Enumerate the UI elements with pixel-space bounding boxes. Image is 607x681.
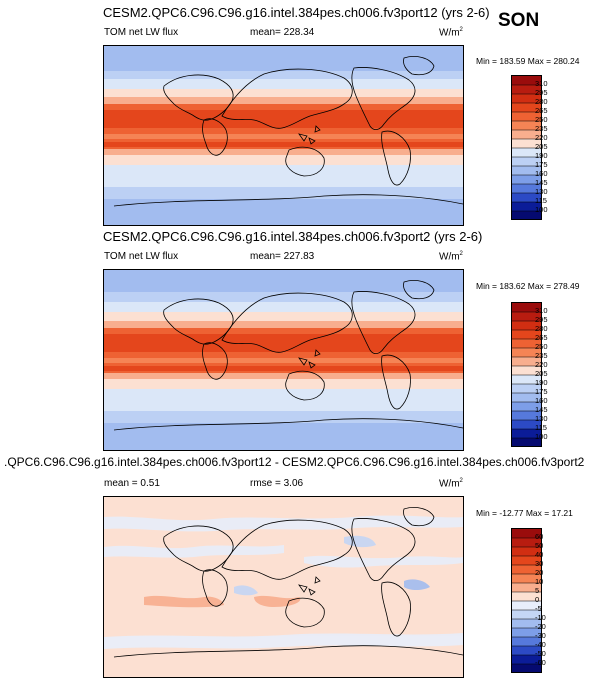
- cb2-label: 145: [535, 405, 548, 414]
- panel1-title: CESM2.QPC6.C96.C96.g16.intel.384pes.ch00…: [103, 5, 490, 20]
- panel3-title: .QPC6.C96.C96.g16.intel.384pes.ch006.fv3…: [4, 455, 585, 469]
- cb1-label: 205: [535, 142, 548, 151]
- cb3-label: -20: [535, 622, 546, 631]
- cb1-label: 250: [535, 115, 548, 124]
- panel3-rmse: rmse = 3.06: [250, 478, 304, 489]
- cb3-label: 20: [535, 568, 544, 577]
- cb1-label: 115: [535, 196, 547, 205]
- panel1-map: [103, 45, 464, 226]
- cb1-label: 280: [535, 97, 548, 106]
- cb2-label: 130: [535, 414, 548, 423]
- panel2-colorbar: [511, 302, 542, 447]
- cb3-label: 5: [535, 586, 540, 595]
- cb3-label: -5: [535, 604, 542, 613]
- cb2-label: 310: [535, 306, 548, 315]
- cb3-label: -50: [535, 649, 546, 658]
- cb2-label: 295: [535, 315, 548, 324]
- cb1-label: 295: [535, 88, 548, 97]
- cb1-label: 100: [535, 205, 548, 214]
- cb1-label: 235: [535, 124, 548, 133]
- cb3-label: 0: [535, 595, 540, 604]
- panel2-map: [103, 269, 464, 451]
- coastlines: [113, 280, 463, 431]
- panel1-minmax: Min = 183.59 Max = 280.24: [476, 56, 580, 66]
- panel1-colorbar: [511, 75, 542, 220]
- cb3-label: 50: [535, 541, 544, 550]
- cb2-label: 265: [535, 333, 548, 342]
- coastlines: [113, 56, 463, 207]
- cb3-label: 10: [535, 577, 544, 586]
- cb2-label: 280: [535, 324, 548, 333]
- cb1-label: 160: [535, 169, 548, 178]
- cb1-label: 175: [535, 160, 548, 169]
- cb1-label: 190: [535, 151, 548, 160]
- panel3-map: [103, 496, 464, 678]
- cb1-label: 310: [535, 79, 548, 88]
- panel2-units: W/m2: [439, 251, 463, 263]
- panel2-mean: mean= 227.83: [250, 251, 315, 262]
- cb3-label: 60: [535, 532, 544, 541]
- cb3-label: -30: [535, 631, 546, 640]
- cb1-label: 265: [535, 106, 548, 115]
- panel1-mean: mean= 228.34: [250, 27, 315, 38]
- panel3-mean: mean = 0.51: [104, 478, 160, 489]
- cb1-label: 220: [535, 133, 548, 142]
- cb1-label: 130: [535, 187, 548, 196]
- panel2-minmax: Min = 183.62 Max = 278.49: [476, 281, 580, 291]
- cb2-label: 205: [535, 369, 548, 378]
- panel2-title: CESM2.QPC6.C96.C96.g16.intel.384pes.ch00…: [103, 229, 483, 244]
- panel3-units: W/m2: [439, 478, 463, 490]
- panel3-minmax: Min = -12.77 Max = 17.21: [476, 508, 573, 518]
- cb2-label: 100: [535, 432, 548, 441]
- panel3-colorbar: [511, 528, 542, 673]
- panel1-units: W/m2: [439, 27, 463, 39]
- cb2-label: 250: [535, 342, 548, 351]
- cb3-label: 40: [535, 550, 544, 559]
- cb3-label: -60: [535, 658, 546, 667]
- cb1-label: 145: [535, 178, 548, 187]
- panel2-variable: TOM net LW flux: [104, 251, 179, 262]
- cb2-label: 235: [535, 351, 548, 360]
- cb2-label: 190: [535, 378, 548, 387]
- cb3-label: -40: [535, 640, 546, 649]
- coastlines: [113, 507, 463, 658]
- cb3-label: -10: [535, 613, 546, 622]
- season-label: SON: [498, 10, 540, 31]
- cb2-label: 220: [535, 360, 548, 369]
- cb2-label: 160: [535, 396, 548, 405]
- cb2-label: 115: [535, 423, 547, 432]
- panel1-variable: TOM net LW flux: [104, 27, 179, 38]
- cb2-label: 175: [535, 387, 548, 396]
- cb3-label: 30: [535, 559, 544, 568]
